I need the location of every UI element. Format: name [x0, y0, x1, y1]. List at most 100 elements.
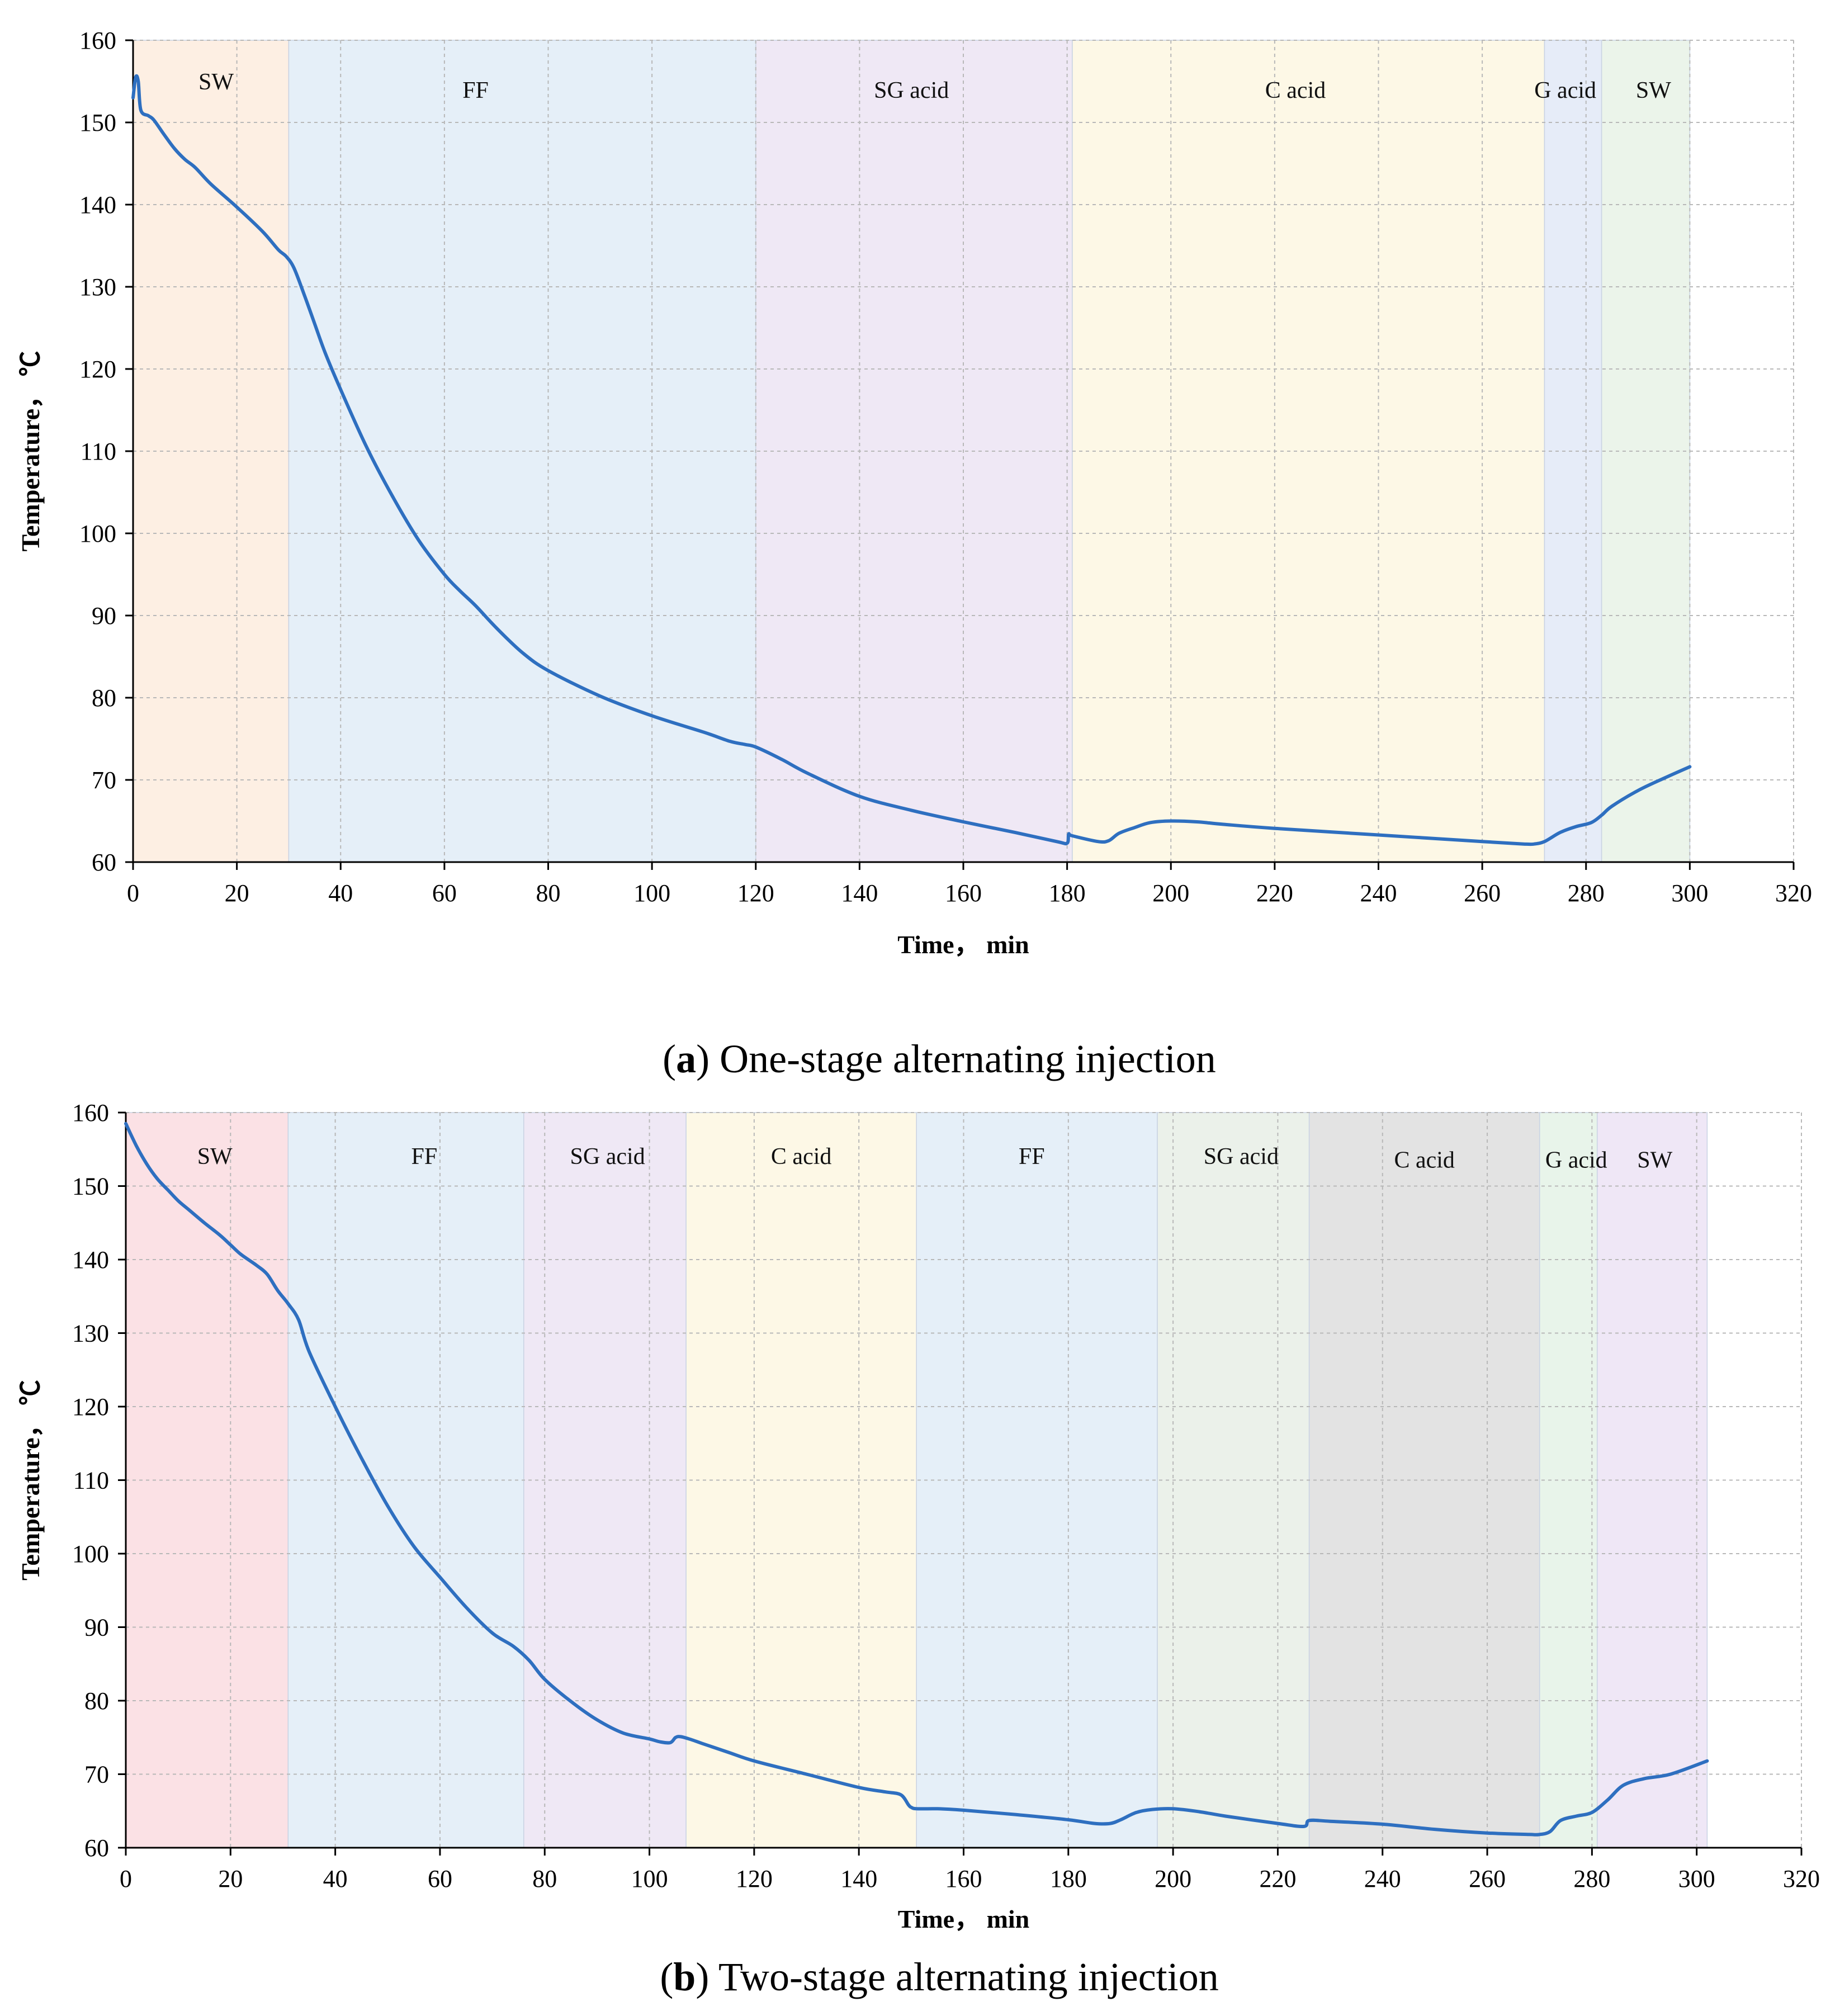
caption-letter: b	[673, 1955, 696, 1999]
x-tick-label-14: 280	[1573, 1865, 1610, 1892]
x-tick-label-10: 200	[1155, 1865, 1191, 1892]
phase-labels: SW FF SG acid C acid FF SG acid C acid G acid SW	[197, 1144, 1673, 1173]
y-tick-label-6: 120	[72, 1393, 109, 1421]
x-tick-label-6: 120	[736, 1865, 773, 1892]
x-tick-label-16: 320	[1783, 1865, 1820, 1892]
caption: (b) Two-stage alternating injection	[660, 1955, 1218, 1999]
phase-label-1: FF	[462, 78, 489, 103]
gridlines	[126, 1112, 1802, 1848]
x-tick-label-15: 300	[1678, 1865, 1715, 1892]
x-tick-label-10: 200	[1152, 879, 1189, 907]
axes	[125, 39, 1795, 870]
x-tick-label-15: 300	[1671, 879, 1708, 907]
phase-label-8: SW	[1637, 1148, 1672, 1173]
x-tick-label-4: 80	[532, 1865, 557, 1892]
caption-open-paren: (	[660, 1955, 673, 1999]
x-tick-label-9: 180	[1050, 1865, 1087, 1892]
y-tick-label-4: 100	[72, 1540, 109, 1568]
caption-open-paren: (	[663, 1037, 676, 1081]
y-tick-label-2: 80	[84, 1687, 109, 1715]
y-tick-label-10: 160	[79, 27, 116, 54]
x-tick-label-14: 280	[1568, 879, 1605, 907]
phase-label-4: FF	[1019, 1144, 1045, 1170]
x-tick-label-5: 100	[631, 1865, 668, 1892]
axes	[118, 1111, 1803, 1856]
phase-region-6	[1308, 1112, 1540, 1848]
x-tick-label-5: 100	[633, 879, 670, 907]
x-tick-label-1: 20	[218, 1865, 243, 1892]
y-tick-label-10: 160	[72, 1099, 109, 1127]
y-axis-title: Temperature， ℃	[16, 351, 45, 551]
x-tick-label-13: 260	[1464, 879, 1501, 907]
caption: (a) One-stage alternating injection	[663, 1037, 1216, 1081]
y-tick-label-7: 130	[72, 1320, 109, 1347]
x-tick-label-0: 0	[127, 879, 139, 907]
x-tick-label-2: 40	[323, 1865, 348, 1892]
phase-region-3	[685, 1112, 917, 1848]
phase-label-3: C acid	[771, 1144, 831, 1170]
phase-label-5: SW	[1636, 78, 1671, 103]
y-tick-label-6: 120	[79, 356, 116, 383]
phase-label-5: SG acid	[1204, 1144, 1279, 1170]
x-tick-label-11: 220	[1256, 879, 1293, 907]
caption-text: Two-stage alternating injection	[718, 1955, 1219, 1999]
y-tick-label-0: 60	[92, 849, 116, 876]
y-tick-label-7: 130	[79, 273, 116, 301]
y-tick-label-3: 90	[92, 602, 116, 630]
caption-letter: a	[676, 1037, 696, 1081]
y-tick-label-9: 150	[79, 109, 116, 136]
x-tick-label-3: 60	[432, 879, 457, 907]
x-tick-label-0: 0	[120, 1865, 132, 1892]
y-tick-label-8: 140	[79, 191, 116, 219]
x-tick-label-8: 160	[945, 1865, 982, 1892]
y-tick-labels: 60 70 80 90 100 110 120 130 140 150 160	[79, 27, 116, 876]
phase-label-0: SW	[197, 1144, 233, 1170]
y-tick-label-2: 80	[92, 684, 116, 712]
x-axis-title: Time， min	[898, 1905, 1030, 1933]
series-lines	[131, 74, 1692, 846]
y-tick-label-1: 70	[92, 766, 116, 794]
series-lines	[124, 1121, 1709, 1837]
x-tick-labels: 0 20 40 60 80 100 120 140 160 180 200 220 240 260 280 3…	[120, 1865, 1820, 1892]
y-axis-title: Temperature， ℃	[16, 1380, 45, 1580]
phase-label-2: SG acid	[874, 78, 949, 103]
phase-label-7: G acid	[1545, 1148, 1607, 1173]
x-tick-label-7: 140	[840, 1865, 877, 1892]
y-tick-label-4: 100	[79, 520, 116, 547]
y-tick-label-0: 60	[84, 1834, 109, 1862]
x-tick-label-1: 20	[225, 879, 249, 907]
chart-panel-b: 60 70 80 90 100 110 120 130 140 150 160 0 20 40 60 80 1…	[16, 1099, 1820, 1999]
y-tick-labels: 60 70 80 90 100 110 120 130 140 150 160	[72, 1099, 109, 1862]
phase-label-2: SG acid	[570, 1144, 645, 1170]
x-tick-label-7: 140	[841, 879, 878, 907]
x-tick-label-11: 220	[1259, 1865, 1296, 1892]
phase-label-1: FF	[411, 1144, 437, 1170]
gridlines	[133, 40, 1794, 862]
x-tick-label-16: 320	[1775, 879, 1812, 907]
temperature-line-0	[131, 74, 1692, 846]
x-tick-label-4: 80	[536, 879, 561, 907]
chart-panel-a: 60 70 80 90 100 110 120 130 140 150 160 0 20 40 60 80 1…	[16, 27, 1812, 1081]
phase-region-4	[1544, 40, 1602, 863]
y-tick-label-9: 150	[72, 1173, 109, 1200]
x-tick-labels: 0 20 40 60 80 100 120 140 160 180 200 220 240 260 280 3…	[127, 879, 1812, 907]
x-tick-label-9: 180	[1049, 879, 1086, 907]
x-tick-label-3: 60	[428, 1865, 452, 1892]
x-tick-label-13: 260	[1469, 1865, 1506, 1892]
x-tick-label-12: 240	[1360, 879, 1397, 907]
caption-close-paren: )	[696, 1955, 718, 1999]
x-tick-label-2: 40	[328, 879, 353, 907]
x-axis-title: Time， min	[897, 930, 1029, 959]
x-tick-label-8: 160	[945, 879, 982, 907]
phase-label-3: C acid	[1265, 78, 1326, 103]
caption-text: One-stage alternating injection	[720, 1037, 1216, 1081]
y-tick-label-8: 140	[72, 1246, 109, 1274]
phase-label-6: C acid	[1394, 1148, 1454, 1173]
phase-label-0: SW	[198, 69, 234, 95]
temperature-line-0	[124, 1121, 1709, 1837]
y-tick-label-1: 70	[84, 1761, 109, 1788]
y-tick-label-5: 110	[73, 1467, 109, 1494]
x-tick-label-6: 120	[737, 879, 774, 907]
